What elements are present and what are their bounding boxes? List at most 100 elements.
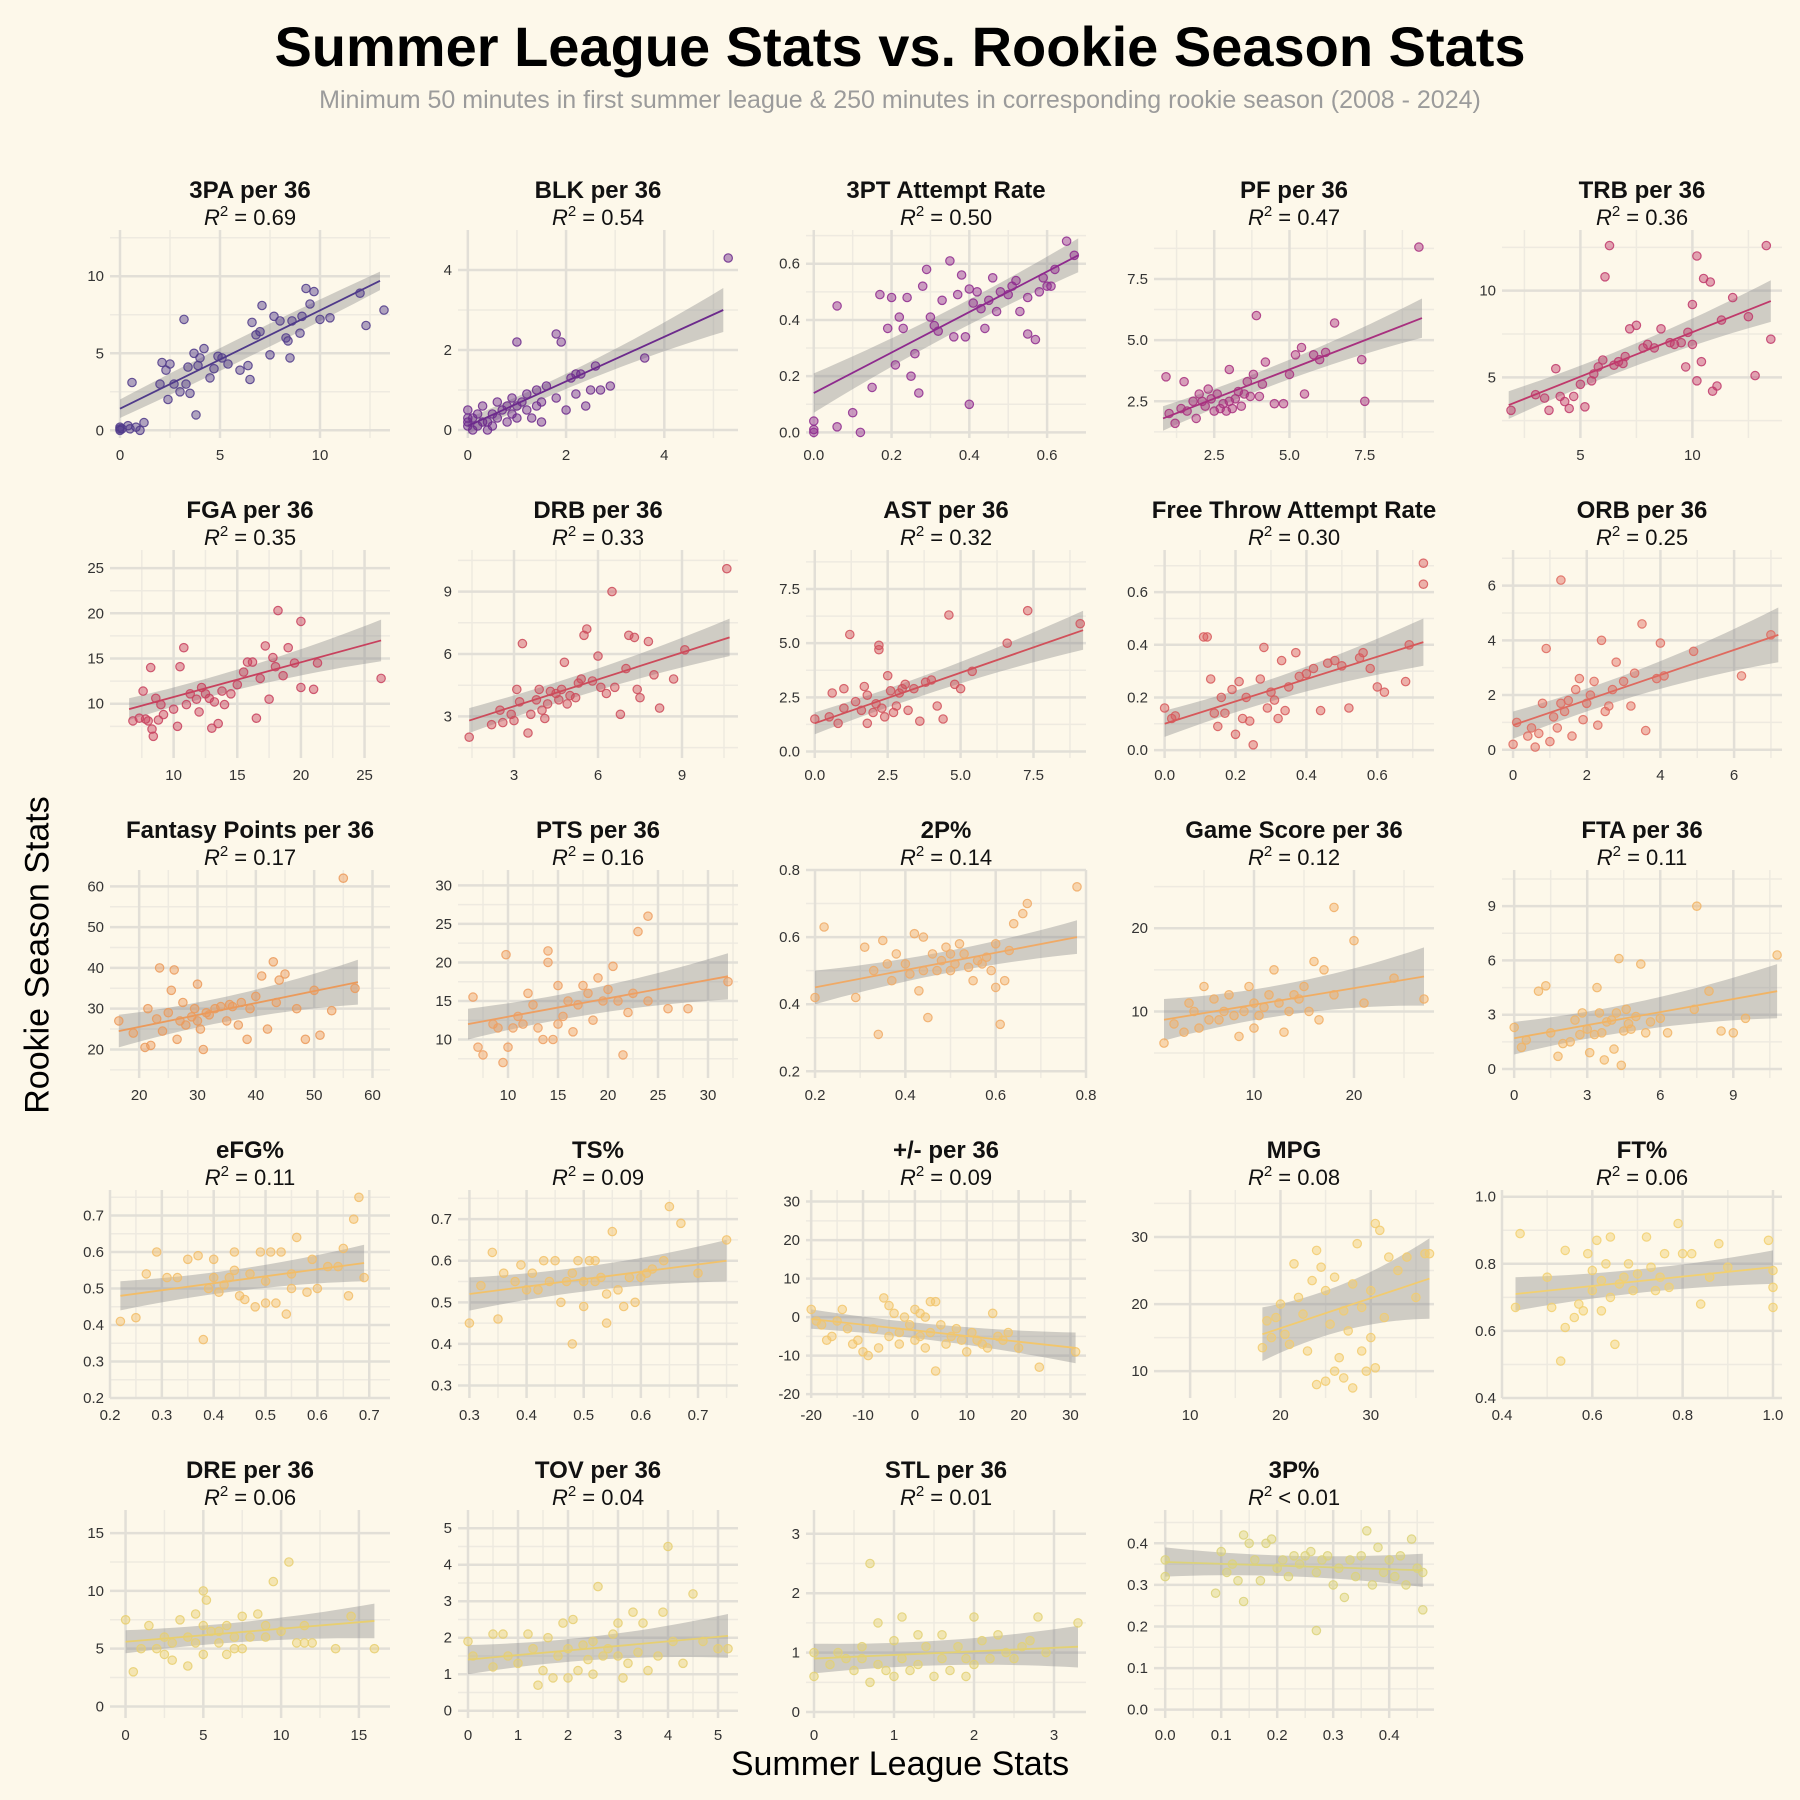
x-tick-label: 6 xyxy=(1656,1087,1664,1104)
data-point xyxy=(585,385,596,395)
y-tick-label: 0.4 xyxy=(1127,637,1148,654)
data-point xyxy=(1304,1006,1314,1017)
data-point xyxy=(268,957,279,967)
data-point xyxy=(1761,240,1772,251)
data-point xyxy=(198,1586,209,1596)
data-point xyxy=(917,281,928,291)
data-point xyxy=(849,1665,859,1676)
data-point xyxy=(643,1665,653,1676)
data-point xyxy=(968,298,978,308)
y-tick-label: 0.0 xyxy=(1127,742,1148,759)
data-point xyxy=(533,1285,543,1295)
data-point xyxy=(963,962,974,973)
data-point xyxy=(1418,579,1429,589)
data-point xyxy=(518,1019,528,1029)
data-point xyxy=(1034,287,1045,297)
data-point xyxy=(255,326,265,337)
data-point xyxy=(1680,362,1691,372)
data-point xyxy=(1655,1013,1666,1024)
y-tick-label: 9 xyxy=(1488,898,1496,915)
data-point xyxy=(1013,1343,1024,1353)
data-point xyxy=(553,1019,563,1029)
data-point xyxy=(1347,1383,1358,1393)
y-tick-label: 20 xyxy=(435,954,452,971)
data-point xyxy=(1534,728,1544,739)
data-point xyxy=(513,1658,523,1669)
data-point xyxy=(175,1615,185,1625)
data-point xyxy=(243,360,253,371)
data-point xyxy=(613,996,623,1006)
grid-lines xyxy=(1154,870,1434,1078)
y-tick-label: 10 xyxy=(1131,1003,1148,1020)
data-point xyxy=(1338,1373,1349,1383)
y-tick-label: 2.5 xyxy=(1127,393,1148,410)
data-point xyxy=(464,1318,475,1328)
data-point xyxy=(1234,676,1244,687)
data-point xyxy=(964,284,975,294)
confidence-band xyxy=(811,1309,1076,1364)
y-tick-label: 10 xyxy=(87,268,104,285)
data-point xyxy=(1650,1285,1661,1296)
data-point xyxy=(185,388,195,399)
data-point xyxy=(936,1320,946,1330)
data-point xyxy=(1075,618,1085,629)
regression-line xyxy=(467,1634,729,1661)
data-point xyxy=(613,1618,623,1628)
data-point xyxy=(1356,1346,1367,1356)
y-tick-label: 2 xyxy=(792,1585,800,1602)
data-point xyxy=(307,1638,317,1648)
data-point xyxy=(213,718,223,729)
data-point xyxy=(493,1314,503,1324)
data-point xyxy=(643,636,654,647)
data-point xyxy=(1559,396,1570,407)
data-point xyxy=(1695,1299,1706,1309)
data-point xyxy=(528,1643,538,1654)
data-point xyxy=(325,313,335,323)
r-squared-label: R2 = 0.16 xyxy=(552,843,644,870)
data-point xyxy=(217,686,227,696)
data-point xyxy=(1273,713,1283,724)
y-tick-label: 0.8 xyxy=(1475,1256,1496,1273)
data-point xyxy=(647,1264,658,1274)
x-tick-label: 4 xyxy=(664,1727,672,1744)
data-point xyxy=(873,1029,884,1040)
data-point xyxy=(508,1023,518,1033)
y-tick-label: 0.4 xyxy=(779,312,800,329)
x-tick-label: 1.0 xyxy=(1763,1407,1784,1424)
data-point xyxy=(1269,695,1280,705)
data-point xyxy=(985,1653,995,1664)
data-point xyxy=(808,427,819,438)
data-point xyxy=(553,980,563,991)
data-point xyxy=(809,1671,819,1682)
data-point xyxy=(945,1665,955,1676)
confidence-band xyxy=(1262,1238,1430,1362)
x-tick-label: 0.2 xyxy=(881,447,902,464)
regression-line xyxy=(1164,641,1424,725)
data-point xyxy=(296,682,306,693)
data-point xyxy=(1269,398,1280,409)
data-point xyxy=(887,975,897,986)
x-tick-label: 0.2 xyxy=(1267,1727,1288,1744)
data-point xyxy=(1299,389,1310,399)
data-point xyxy=(945,256,955,266)
x-tick-label: 3 xyxy=(1583,1087,1591,1104)
data-point xyxy=(1750,370,1760,381)
data-point xyxy=(143,1003,153,1014)
data-point xyxy=(543,1632,553,1643)
data-point xyxy=(285,353,295,363)
data-point xyxy=(1315,705,1326,716)
data-point xyxy=(595,385,606,395)
regression-line xyxy=(1165,1561,1423,1572)
y-tick-label: 5 xyxy=(96,345,104,362)
data-point xyxy=(1199,981,1209,992)
data-point xyxy=(1262,1316,1272,1326)
y-tick-label: 7.5 xyxy=(1127,271,1148,288)
data-point xyxy=(816,1320,827,1330)
data-point xyxy=(999,975,1010,986)
grid-lines xyxy=(458,550,738,758)
y-tick-label: 0 xyxy=(444,1703,452,1720)
